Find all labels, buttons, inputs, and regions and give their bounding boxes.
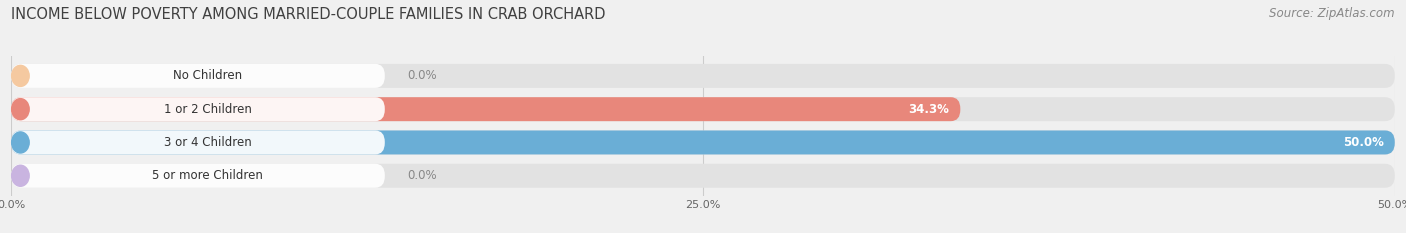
FancyBboxPatch shape — [11, 164, 385, 188]
FancyBboxPatch shape — [11, 97, 385, 121]
FancyBboxPatch shape — [11, 64, 385, 88]
FancyBboxPatch shape — [11, 97, 1395, 121]
Text: INCOME BELOW POVERTY AMONG MARRIED-COUPLE FAMILIES IN CRAB ORCHARD: INCOME BELOW POVERTY AMONG MARRIED-COUPL… — [11, 7, 606, 22]
FancyBboxPatch shape — [11, 130, 385, 154]
Text: No Children: No Children — [173, 69, 242, 82]
FancyBboxPatch shape — [11, 130, 1395, 154]
Text: Source: ZipAtlas.com: Source: ZipAtlas.com — [1270, 7, 1395, 20]
FancyBboxPatch shape — [11, 164, 1395, 188]
FancyBboxPatch shape — [11, 97, 960, 121]
Circle shape — [11, 65, 30, 86]
Circle shape — [11, 165, 30, 186]
FancyBboxPatch shape — [11, 130, 1395, 154]
Circle shape — [11, 99, 30, 120]
Text: 34.3%: 34.3% — [908, 103, 949, 116]
Text: 0.0%: 0.0% — [406, 169, 436, 182]
Text: 5 or more Children: 5 or more Children — [152, 169, 263, 182]
Text: 3 or 4 Children: 3 or 4 Children — [163, 136, 252, 149]
Circle shape — [11, 132, 30, 153]
FancyBboxPatch shape — [11, 64, 1395, 88]
Text: 0.0%: 0.0% — [406, 69, 436, 82]
Text: 1 or 2 Children: 1 or 2 Children — [163, 103, 252, 116]
Text: 50.0%: 50.0% — [1343, 136, 1384, 149]
